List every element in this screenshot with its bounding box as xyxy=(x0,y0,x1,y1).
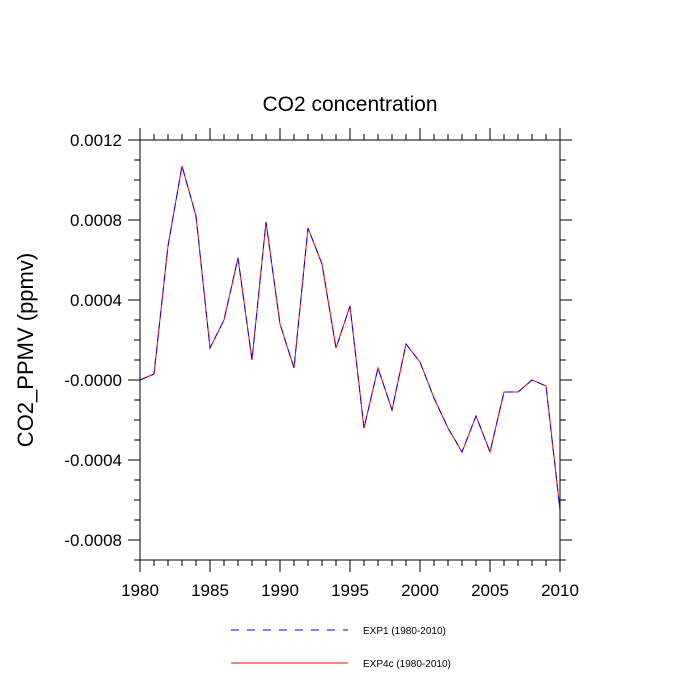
legend-label: EXP1 (1980-2010) xyxy=(363,626,446,637)
y-tick-label: 0.0004 xyxy=(70,291,122,310)
x-tick-label: 1985 xyxy=(191,581,229,600)
y-tick-label: -0.0000 xyxy=(64,371,122,390)
y-tick-label: -0.0004 xyxy=(64,451,122,470)
plot-frame xyxy=(139,139,561,561)
y-tick-labels: -0.0008 -0.0004 -0.0000 0.0004 0.0008 0.0012 xyxy=(64,131,122,550)
series-lines xyxy=(139,165,561,511)
y-tick-label: 0.0008 xyxy=(70,211,122,230)
axis-ticks xyxy=(128,128,572,572)
x-tick-label: 1995 xyxy=(331,581,369,600)
series-line-solid xyxy=(139,165,561,511)
y-axis-label: CO2_PPMV (ppmv) xyxy=(13,253,38,447)
x-tick-label: 2010 xyxy=(541,581,579,600)
legend-label: EXP4c (1980-2010) xyxy=(363,659,451,670)
y-tick-label: 0.0012 xyxy=(70,131,122,150)
legend: EXP1 (1980-2010) EXP4c (1980-2010) xyxy=(231,626,451,670)
x-tick-label: 1980 xyxy=(121,581,159,600)
x-tick-label: 2005 xyxy=(471,581,509,600)
x-tick-label: 2000 xyxy=(401,581,439,600)
series-line-dashed xyxy=(139,165,561,511)
chart-title: CO2 concentration xyxy=(262,93,437,116)
x-tick-labels: 1980 1985 1990 1995 2000 2005 2010 xyxy=(121,581,579,600)
y-tick-label: -0.0008 xyxy=(64,531,122,550)
x-tick-label: 1990 xyxy=(261,581,299,600)
